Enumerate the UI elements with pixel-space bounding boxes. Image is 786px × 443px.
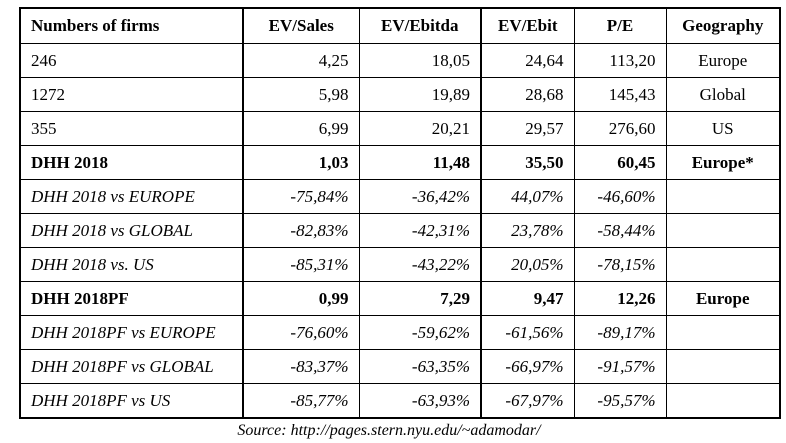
- geography-cell: [665, 315, 781, 350]
- metric-value-cell: 6,99: [242, 111, 360, 146]
- metric-value-cell: -61,56%: [480, 315, 575, 350]
- table-row: DHH 2018 vs EUROPE -75,84% -36,42% 44,07% -4…: [19, 179, 781, 214]
- row-label-cell: DHH 2018PF vs US: [19, 383, 244, 419]
- row-label-cell: DHH 2018 vs. US: [19, 247, 244, 282]
- row-label-cell: 1272: [19, 77, 244, 112]
- metric-value-cell: 1,03: [242, 145, 360, 180]
- metric-value-cell: 23,78%: [480, 213, 575, 248]
- metric-value-cell: 145,43: [573, 77, 667, 112]
- table-row: DHH 2018 vs GLOBAL -82,83% -42,31% 23,78% -5…: [19, 213, 781, 248]
- geography-cell: Europe: [665, 43, 781, 78]
- metric-value-cell: -43,22%: [358, 247, 482, 282]
- table-row: DHH 2018 vs. US -85,31% -43,22% 20,05% -78,1…: [19, 247, 781, 282]
- metric-value-cell: -78,15%: [573, 247, 667, 282]
- col-header-pe: P/E: [573, 7, 667, 44]
- geography-cell: [665, 349, 781, 384]
- geography-cell: US: [665, 111, 781, 146]
- metric-value-cell: 113,20: [573, 43, 667, 78]
- col-header-geography: Geography: [665, 7, 781, 44]
- table-row: DHH 2018PF vs US -85,77% -63,93% -67,97% -95…: [19, 383, 781, 419]
- metric-value-cell: -82,83%: [242, 213, 360, 248]
- metric-value-cell: -63,35%: [358, 349, 482, 384]
- metric-value-cell: 4,25: [242, 43, 360, 78]
- table-row: DHH 2018PF vs GLOBAL -83,37% -63,35% -66,97…: [19, 349, 781, 384]
- metric-value-cell: 20,21: [358, 111, 482, 146]
- table-row: 246 4,25 18,05 24,64 113,20 Europe: [19, 43, 781, 78]
- row-label-cell: DHH 2018PF vs GLOBAL: [19, 349, 244, 384]
- geography-cell: [665, 247, 781, 282]
- metric-value-cell: -95,57%: [573, 383, 667, 419]
- row-label-cell: DHH 2018PF vs EUROPE: [19, 315, 244, 350]
- metric-value-cell: -59,62%: [358, 315, 482, 350]
- geography-cell: Europe: [665, 281, 781, 316]
- metric-value-cell: -89,17%: [573, 315, 667, 350]
- metric-value-cell: 18,05: [358, 43, 482, 78]
- metric-value-cell: 19,89: [358, 77, 482, 112]
- metric-value-cell: -36,42%: [358, 179, 482, 214]
- source-citation: Source: http://pages.stern.nyu.edu/~adam…: [237, 422, 541, 439]
- metric-value-cell: 7,29: [358, 281, 482, 316]
- metric-value-cell: 24,64: [480, 43, 575, 78]
- metric-value-cell: -75,84%: [242, 179, 360, 214]
- metric-value-cell: 44,07%: [480, 179, 575, 214]
- col-header-ev-ebit: EV/Ebit: [480, 7, 575, 44]
- metric-value-cell: -85,31%: [242, 247, 360, 282]
- metric-value-cell: 29,57: [480, 111, 575, 146]
- metric-value-cell: -67,97%: [480, 383, 575, 419]
- row-label-cell: DHH 2018 vs GLOBAL: [19, 213, 244, 248]
- metric-value-cell: -85,77%: [242, 383, 360, 419]
- table-body: 246 4,25 18,05 24,64 113,20 Europe 1272 5,98 19,…: [19, 43, 781, 419]
- geography-cell: Europe*: [665, 145, 781, 180]
- multiples-comparison-table: Numbers of firms EV/Sales EV/Ebitda EV/E…: [19, 7, 781, 419]
- table-row: DHH 2018PF vs EUROPE -76,60% -59,62% -61,56…: [19, 315, 781, 350]
- metric-value-cell: 276,60: [573, 111, 667, 146]
- geography-cell: [665, 383, 781, 419]
- metric-value-cell: 60,45: [573, 145, 667, 180]
- metric-value-cell: -46,60%: [573, 179, 667, 214]
- metric-value-cell: 28,68: [480, 77, 575, 112]
- metric-value-cell: 12,26: [573, 281, 667, 316]
- metric-value-cell: -63,93%: [358, 383, 482, 419]
- row-label-cell: DHH 2018 vs EUROPE: [19, 179, 244, 214]
- table-header: Numbers of firms EV/Sales EV/Ebitda EV/E…: [19, 7, 781, 44]
- col-header-ev-sales: EV/Sales: [242, 7, 360, 44]
- metric-value-cell: 11,48: [358, 145, 482, 180]
- geography-cell: [665, 179, 781, 214]
- row-label-cell: 355: [19, 111, 244, 146]
- table-row: 1272 5,98 19,89 28,68 145,43 Global: [19, 77, 781, 112]
- metric-value-cell: 35,50: [480, 145, 575, 180]
- metric-value-cell: 5,98: [242, 77, 360, 112]
- row-label-cell: DHH 2018PF: [19, 281, 244, 316]
- metric-value-cell: -76,60%: [242, 315, 360, 350]
- metric-value-cell: 20,05%: [480, 247, 575, 282]
- header-row: Numbers of firms EV/Sales EV/Ebitda EV/E…: [19, 7, 781, 44]
- row-label-cell: 246: [19, 43, 244, 78]
- metric-value-cell: -83,37%: [242, 349, 360, 384]
- geography-cell: Global: [665, 77, 781, 112]
- col-header-numbers-of-firms: Numbers of firms: [19, 7, 244, 44]
- row-label-cell: DHH 2018: [19, 145, 244, 180]
- geography-cell: [665, 213, 781, 248]
- col-header-ev-ebitda: EV/Ebitda: [358, 7, 482, 44]
- metric-value-cell: -58,44%: [573, 213, 667, 248]
- table-row: DHH 2018PF 0,99 7,29 9,47 12,26 Europe: [19, 281, 781, 316]
- metric-value-cell: -42,31%: [358, 213, 482, 248]
- table-row: 355 6,99 20,21 29,57 276,60 US: [19, 111, 781, 146]
- metric-value-cell: 0,99: [242, 281, 360, 316]
- metric-value-cell: -66,97%: [480, 349, 575, 384]
- metric-value-cell: 9,47: [480, 281, 575, 316]
- metric-value-cell: -91,57%: [573, 349, 667, 384]
- table-row: DHH 2018 1,03 11,48 35,50 60,45 Europe*: [19, 145, 781, 180]
